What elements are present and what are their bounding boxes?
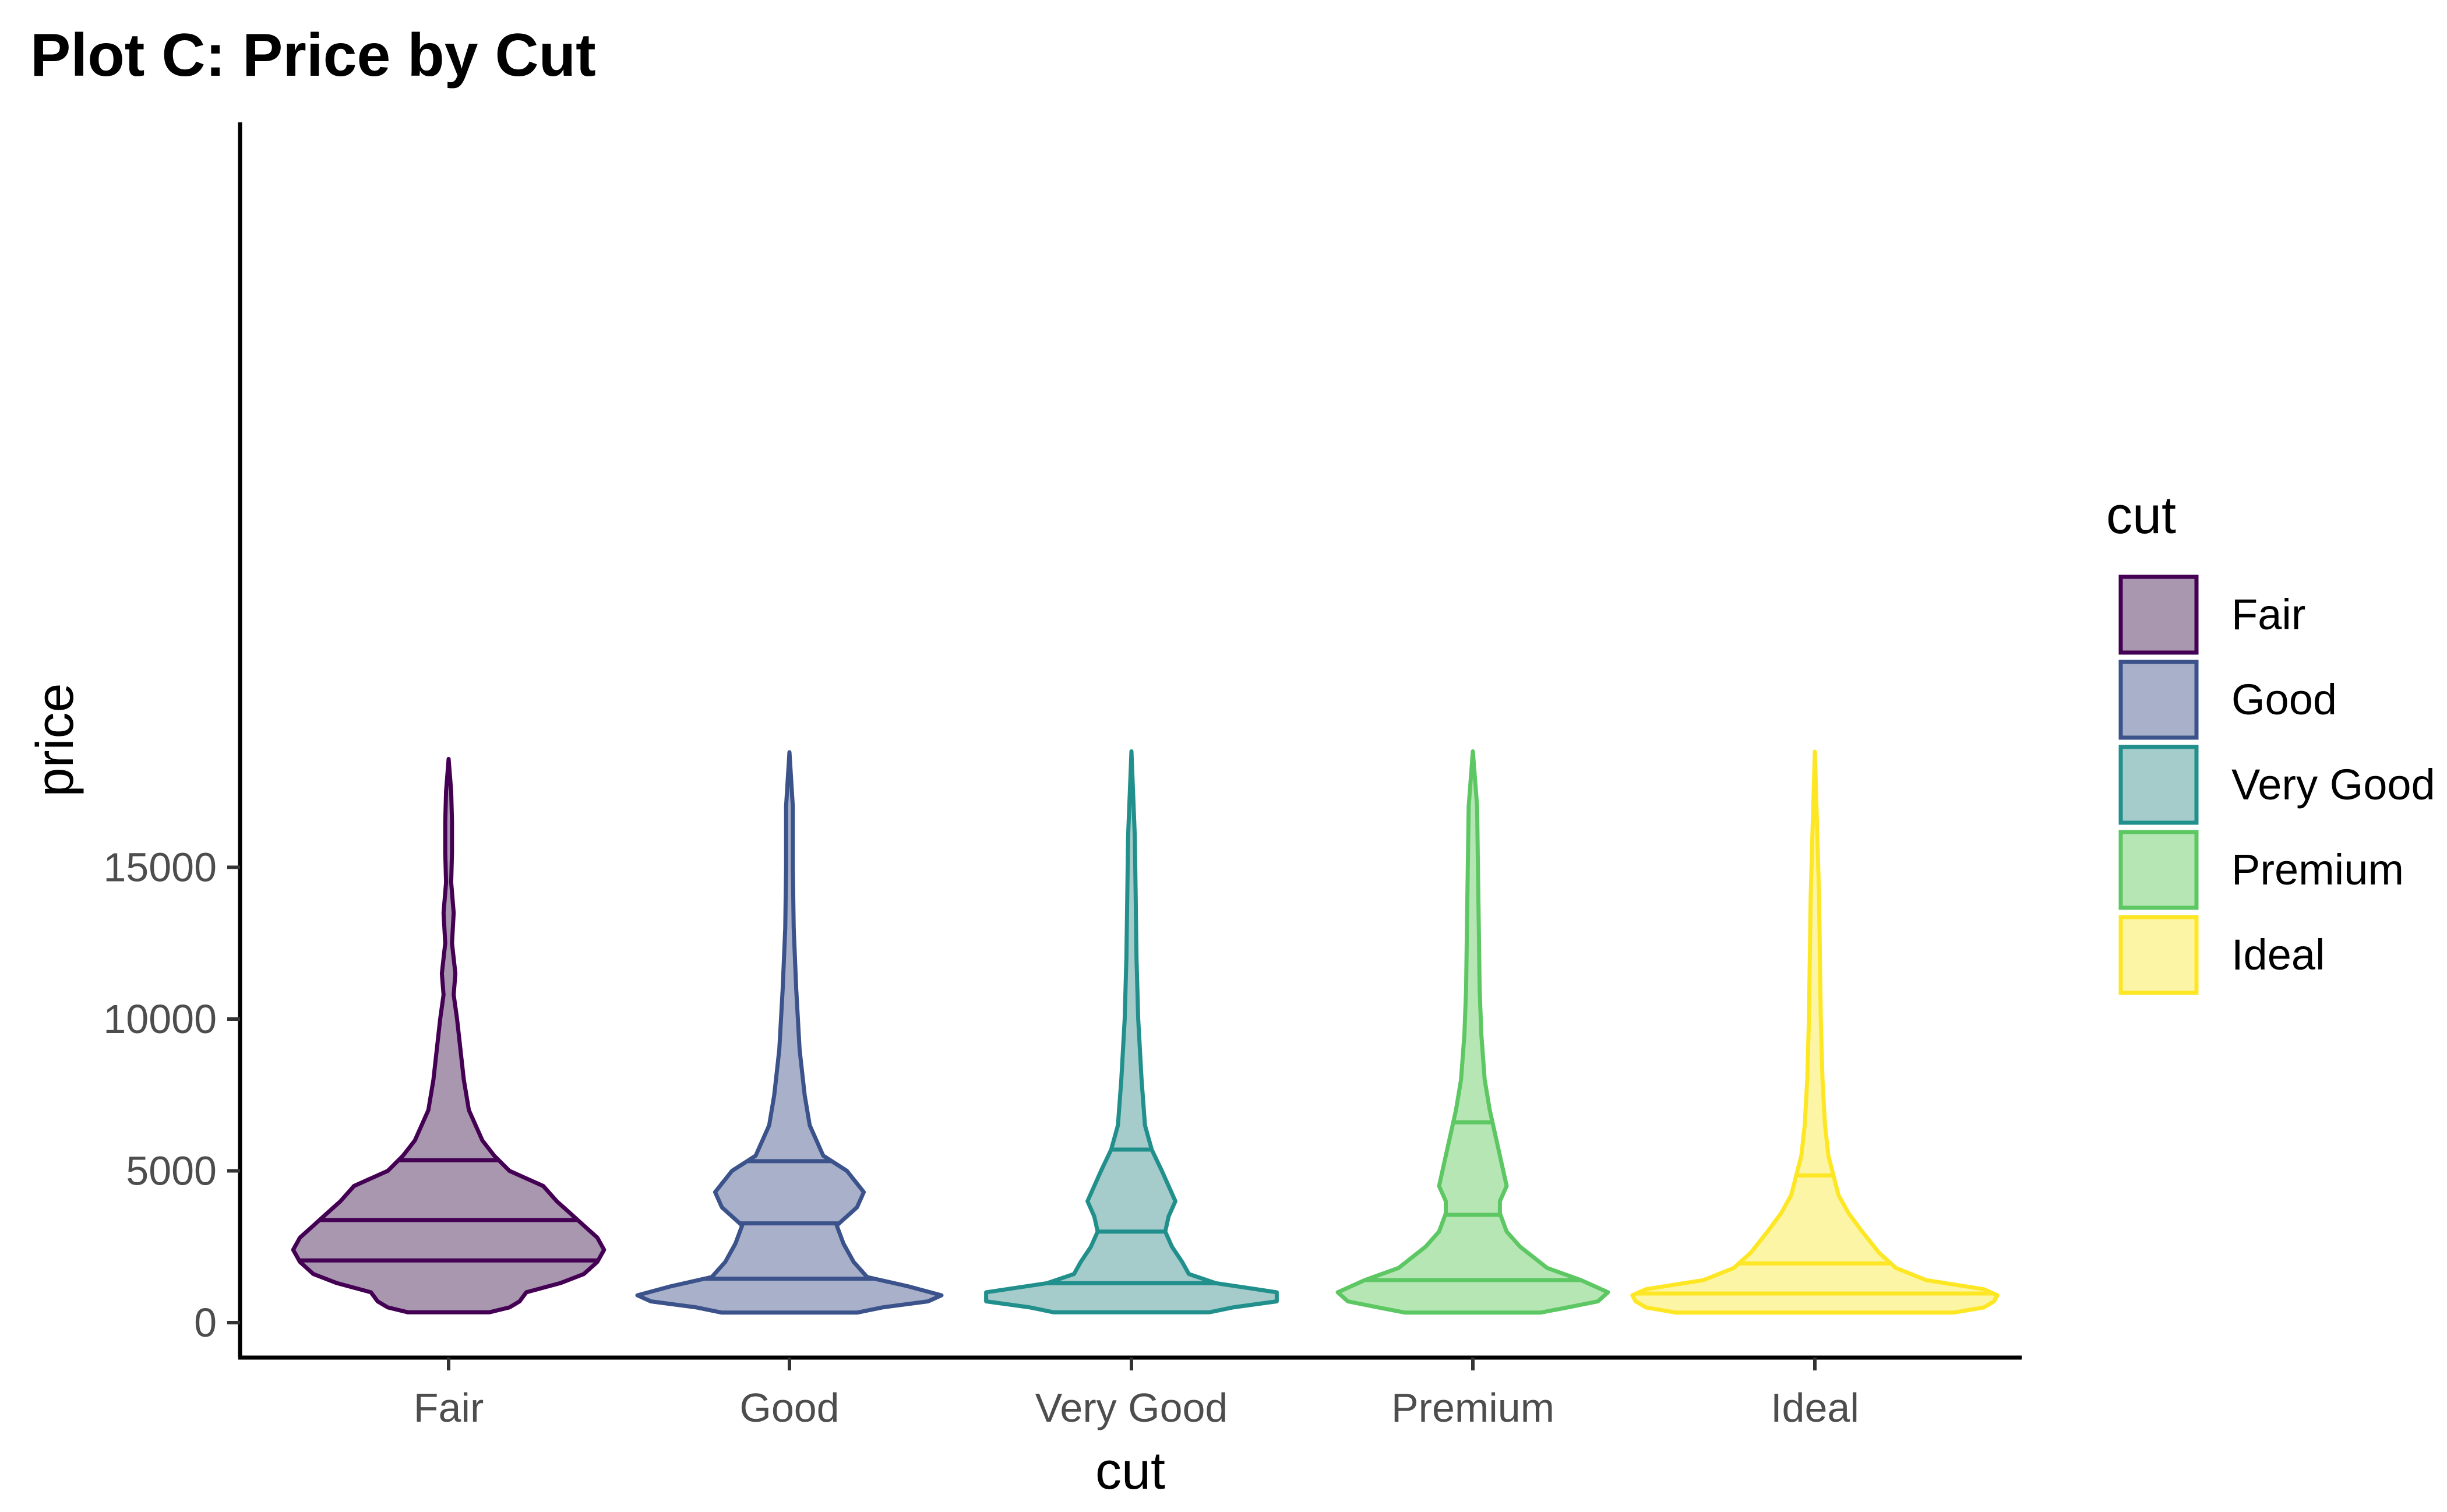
violin-fair bbox=[291, 757, 607, 1314]
x-tick-label: Good bbox=[739, 1385, 839, 1430]
x-tick-label: Premium bbox=[1391, 1385, 1554, 1430]
legend-key-very-good bbox=[2118, 745, 2199, 825]
x-axis-title: cut bbox=[1095, 1442, 1165, 1500]
legend-label: Good bbox=[2231, 675, 2337, 724]
legend-key-ideal bbox=[2118, 915, 2199, 995]
violin-premium bbox=[1335, 749, 1610, 1315]
legend-key-premium bbox=[2118, 830, 2199, 910]
legend-label: Premium bbox=[2231, 845, 2404, 894]
x-tick-label: Very Good bbox=[1035, 1385, 1228, 1430]
legend-label: Ideal bbox=[2231, 931, 2325, 979]
violin-shape bbox=[1630, 749, 2000, 1315]
violin-good bbox=[635, 750, 944, 1315]
axes: 0 5000 10000 15000 Fair Good Very Good Premium I… bbox=[103, 122, 2022, 1430]
legend: cut Fair Good Very Good Premium Ideal bbox=[2106, 487, 2435, 995]
x-tick-label: Ideal bbox=[1771, 1385, 1859, 1430]
violin-shape bbox=[984, 749, 1279, 1314]
y-tick-label: 0 bbox=[194, 1300, 217, 1345]
y-tick-label: 10000 bbox=[103, 996, 217, 1042]
legend-label: Very Good bbox=[2231, 760, 2435, 809]
violin-ideal bbox=[1630, 749, 2000, 1315]
violins bbox=[291, 749, 2000, 1315]
y-axis-title: price bbox=[26, 683, 84, 796]
legend-key-good bbox=[2118, 660, 2199, 740]
y-tick-label: 5000 bbox=[126, 1148, 217, 1194]
violin-very-good bbox=[984, 749, 1279, 1314]
violin-shape bbox=[1335, 749, 1610, 1315]
legend-key-fair bbox=[2118, 575, 2199, 655]
x-tick-label: Fair bbox=[414, 1385, 484, 1430]
legend-label: Fair bbox=[2231, 590, 2305, 639]
chart-title: Plot C: Price by Cut bbox=[30, 22, 596, 89]
violin-shape bbox=[635, 750, 944, 1315]
y-tick-label: 15000 bbox=[103, 845, 217, 890]
legend-title: cut bbox=[2106, 487, 2176, 545]
